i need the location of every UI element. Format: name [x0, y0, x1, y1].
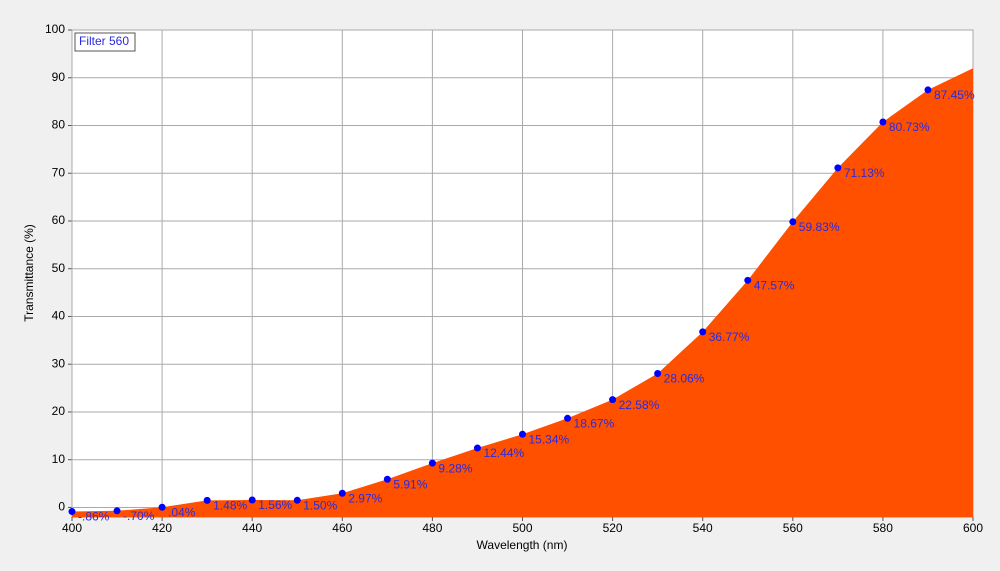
data-label: -.86%: [78, 510, 110, 524]
x-tick-label: 560: [783, 521, 803, 535]
data-label: 2.97%: [348, 491, 382, 505]
data-point: [293, 496, 301, 504]
y-tick-label: 30: [52, 356, 66, 370]
y-tick-label: 80: [52, 118, 66, 132]
y-tick-label: 10: [52, 452, 66, 466]
data-label: 5.91%: [393, 477, 427, 491]
data-label: 9.28%: [438, 461, 472, 475]
y-tick-label: 50: [52, 261, 66, 275]
data-point: [789, 218, 797, 226]
data-label: 15.34%: [529, 432, 570, 446]
x-tick-label: 600: [963, 521, 983, 535]
data-point: [519, 430, 526, 438]
data-label: 1.50%: [303, 498, 337, 512]
x-tick-label: 520: [603, 521, 623, 535]
data-point: [428, 459, 436, 467]
x-tick-label: 460: [332, 521, 352, 535]
data-point: [203, 496, 211, 504]
data-point: [609, 396, 617, 404]
y-tick-label: 60: [52, 213, 66, 227]
data-point: [383, 475, 391, 483]
x-tick-label: 440: [242, 521, 262, 535]
data-label: 18.67%: [574, 416, 615, 430]
data-label: 71.13%: [844, 166, 885, 180]
data-point: [113, 507, 121, 515]
x-tick-label: 400: [62, 521, 82, 535]
y-tick-label: 90: [52, 70, 66, 84]
x-tick-label: 500: [512, 521, 532, 535]
legend: [74, 32, 136, 52]
data-label: 22.58%: [619, 398, 660, 412]
x-axis-title: Wavelength (nm): [477, 538, 568, 552]
area: [72, 68, 973, 517]
data-label: 1.48%: [213, 499, 247, 513]
data-label: 36.77%: [709, 330, 750, 344]
data-label: 12.44%: [483, 446, 524, 460]
x-tick-label: 580: [873, 521, 893, 535]
x-tick-label: 480: [422, 521, 442, 535]
legend-label: Filter 560: [79, 34, 129, 48]
x-tick-label: 540: [693, 521, 713, 535]
data-point: [473, 444, 481, 452]
data-point: [654, 369, 662, 377]
y-tick-label: 0: [58, 500, 65, 514]
data-point: [158, 503, 166, 511]
y-tick-label: 100: [45, 22, 65, 36]
data-point: [879, 118, 887, 126]
data-label: .04%: [168, 505, 196, 519]
data-point: [924, 86, 932, 94]
data-label: 80.73%: [889, 120, 930, 134]
data-label: 1.56%: [258, 498, 292, 512]
data-label: 47.57%: [754, 278, 795, 292]
data-label: 87.45%: [934, 88, 975, 102]
data-point: [744, 276, 752, 284]
x-tick-label: 420: [152, 521, 172, 535]
y-tick-label: 40: [52, 309, 66, 323]
data-point: [68, 508, 76, 516]
y-tick-label: 20: [52, 404, 66, 418]
y-tick-label: 70: [52, 165, 66, 179]
y-axis-title: Transmittance (%): [22, 224, 36, 322]
data-point: [338, 489, 346, 497]
data-point: [699, 328, 707, 336]
data-label: -.70%: [123, 509, 155, 523]
data-point: [248, 496, 256, 504]
data-label: 59.83%: [799, 220, 840, 234]
data-label: 28.06%: [664, 372, 705, 386]
data-point: [834, 164, 842, 172]
data-point: [564, 414, 572, 422]
